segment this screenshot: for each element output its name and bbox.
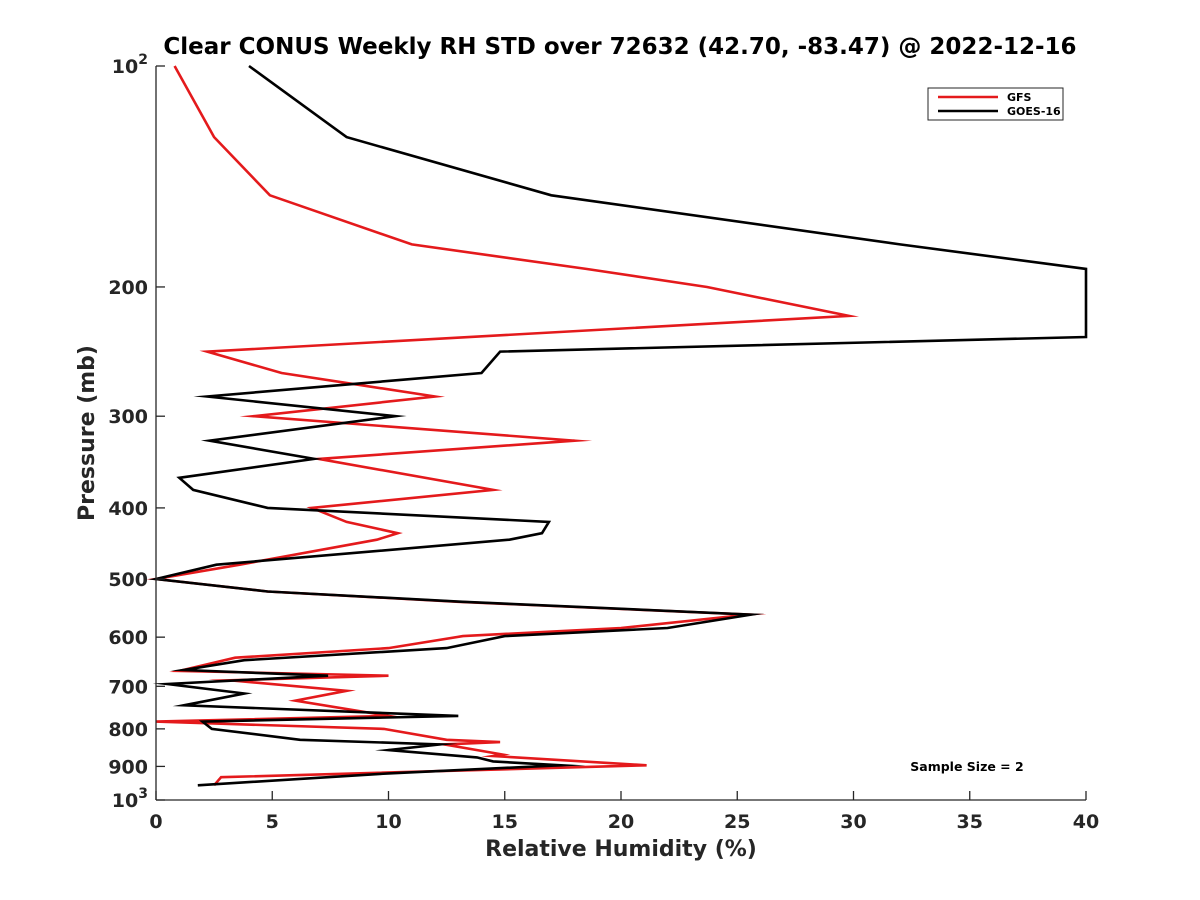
y-tick-label: 500 (108, 569, 148, 591)
y-tick-label: 700 (108, 676, 148, 698)
x-tick-label: 35 (957, 811, 983, 833)
series-layer (146, 64, 1088, 787)
series-line-gfs (146, 65, 860, 787)
legend-label-goes-16: GOES-16 (1007, 105, 1061, 118)
y-axis-label: Pressure (mb) (75, 345, 100, 521)
x-tick-label: 30 (840, 811, 866, 833)
y-ticks: 102 200 300 400 500 600 700 800 900 103 (108, 52, 165, 812)
x-tick-label: 15 (492, 811, 518, 833)
y-tick-label: 200 (108, 277, 148, 299)
y-tick-label: 900 (108, 756, 148, 778)
sample-size-annotation: Sample Size = 2 (910, 759, 1023, 774)
x-tick-label: 40 (1073, 811, 1099, 833)
y-tick-label: 400 (108, 498, 148, 520)
legend-label-gfs: GFS (1007, 91, 1032, 104)
y-tick-label: 102 (112, 52, 148, 78)
series-line-goes-16 (148, 64, 1088, 787)
y-tick-label: 300 (108, 406, 148, 428)
y-tick-label: 800 (108, 719, 148, 741)
x-tick-label: 10 (375, 811, 401, 833)
legend-box (927, 87, 1064, 121)
x-tick-label: 25 (724, 811, 750, 833)
y-tick-label: 600 (108, 627, 148, 649)
x-tick-label: 5 (266, 811, 279, 833)
x-tick-label: 0 (149, 811, 162, 833)
legend: GFS GOES-16 (927, 87, 1064, 121)
plot-area-frame (156, 66, 1086, 800)
y-tick-label: 103 (112, 786, 148, 812)
x-tick-label: 20 (608, 811, 634, 833)
x-axis-label: Relative Humidity (%) (485, 837, 757, 862)
chart-title: Clear CONUS Weekly RH STD over 72632 (42… (163, 34, 1076, 60)
x-ticks: 0 5 10 15 20 25 30 35 40 (149, 791, 1099, 833)
